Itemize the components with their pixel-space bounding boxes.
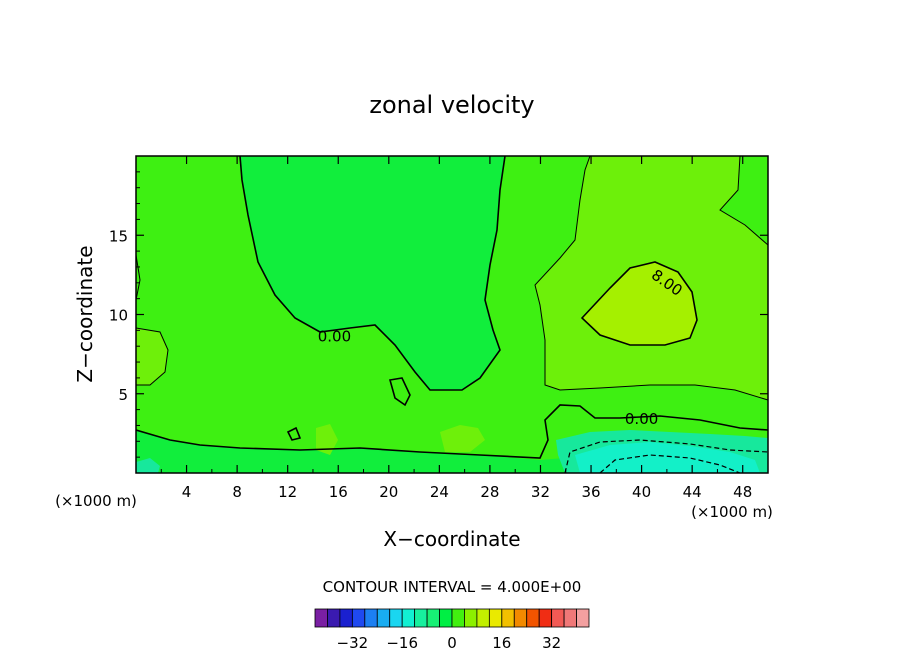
y-axis: 5 10 15 (109, 171, 768, 458)
x-units-left: (×1000 m) (55, 492, 137, 510)
x-tick-label: 28 (480, 483, 499, 501)
colorbar-swatch (464, 608, 478, 628)
x-tick-label: 48 (733, 483, 752, 501)
plot-area: 0.008.000.00 (136, 156, 768, 473)
region-central-upper (240, 156, 505, 390)
region-max-blob (582, 262, 697, 345)
patch-green-1 (316, 424, 338, 455)
contour-eight (580, 261, 698, 346)
y-tick-label: 10 (109, 307, 128, 325)
colorbar-swatch (364, 608, 378, 628)
x-tick-label: 12 (278, 483, 297, 501)
x-tick-label: 16 (329, 483, 348, 501)
contour-zero-upper (239, 156, 506, 391)
contour-four-right (534, 156, 768, 401)
colorbar-swatch (327, 608, 341, 628)
contour-small-loop (388, 377, 411, 407)
colorbar-swatch (576, 608, 590, 628)
colorbar-swatch (526, 608, 540, 628)
zero-contours (136, 156, 768, 459)
colorbar-swatch (389, 608, 403, 628)
colorbar-swatch (339, 608, 353, 628)
x-axis-label: X−coordinate (383, 527, 520, 551)
colorbar-swatch (314, 608, 328, 628)
thin-contours (136, 156, 768, 401)
colorbar-swatch (414, 608, 428, 628)
y-tick-label: 5 (118, 386, 128, 404)
colorbar-swatch (426, 608, 440, 628)
contour-four-left (136, 327, 169, 386)
x-tick-label: 36 (581, 483, 600, 501)
patch-green-2 (440, 425, 485, 452)
colorbar-swatch (476, 608, 490, 628)
contour-four-topright (719, 156, 768, 246)
colorbar-swatch (563, 608, 577, 628)
colorbar-tick-label: 16 (492, 634, 511, 652)
contour-interval-text: CONTOUR INTERVAL = 4.000E+00 (323, 578, 582, 596)
colorbar-swatch (401, 608, 416, 628)
colorbar-tick-label: −16 (386, 634, 418, 652)
colorbar-swatch (501, 608, 515, 628)
colorbar-swatch (451, 608, 465, 628)
negative-contours (564, 439, 768, 473)
colorbar-tick-label: −32 (337, 634, 369, 652)
x-tick-label: 44 (683, 483, 702, 501)
chart-title: zonal velocity (369, 91, 534, 119)
region-left-bump (136, 328, 168, 385)
colorbar-swatch (538, 608, 553, 628)
colorbar-labels: −32 −16 0 16 32 (337, 634, 562, 652)
x-axis: 4 8 12 16 20 24 28 32 36 40 44 48 (160, 156, 752, 501)
x-tick-label: 24 (430, 483, 449, 501)
colorbar-swatch (488, 608, 503, 628)
contour-small-loop-2 (286, 426, 302, 441)
colorbar-tick-label: 0 (447, 634, 457, 652)
contour-label: 0.00 (318, 328, 351, 346)
colorbar-swatch (351, 608, 366, 628)
colorbar-swatch (513, 608, 528, 628)
x-tick-label: 4 (182, 483, 192, 501)
colorbar-swatch (376, 608, 391, 628)
x-tick-label: 20 (379, 483, 398, 501)
colorbar (314, 608, 590, 628)
contour-zero-lower (136, 404, 768, 459)
colorbar-swatch (551, 608, 565, 628)
colorbar-tick-label: 32 (542, 634, 561, 652)
contour-neg-8 (599, 454, 741, 473)
x-tick-label: 32 (531, 483, 550, 501)
x-tick-label: 8 (232, 483, 242, 501)
contour-label: 0.00 (625, 410, 658, 428)
region-negative-core (575, 442, 760, 473)
patch-bottom-left (136, 458, 160, 473)
x-units-right: (×1000 m) (691, 503, 773, 521)
y-axis-label: Z−coordinate (73, 245, 97, 382)
y-tick-label: 15 (109, 227, 128, 245)
contour-left-edge (136, 254, 141, 301)
colorbar-swatch (439, 608, 453, 628)
x-tick-label: 40 (632, 483, 651, 501)
